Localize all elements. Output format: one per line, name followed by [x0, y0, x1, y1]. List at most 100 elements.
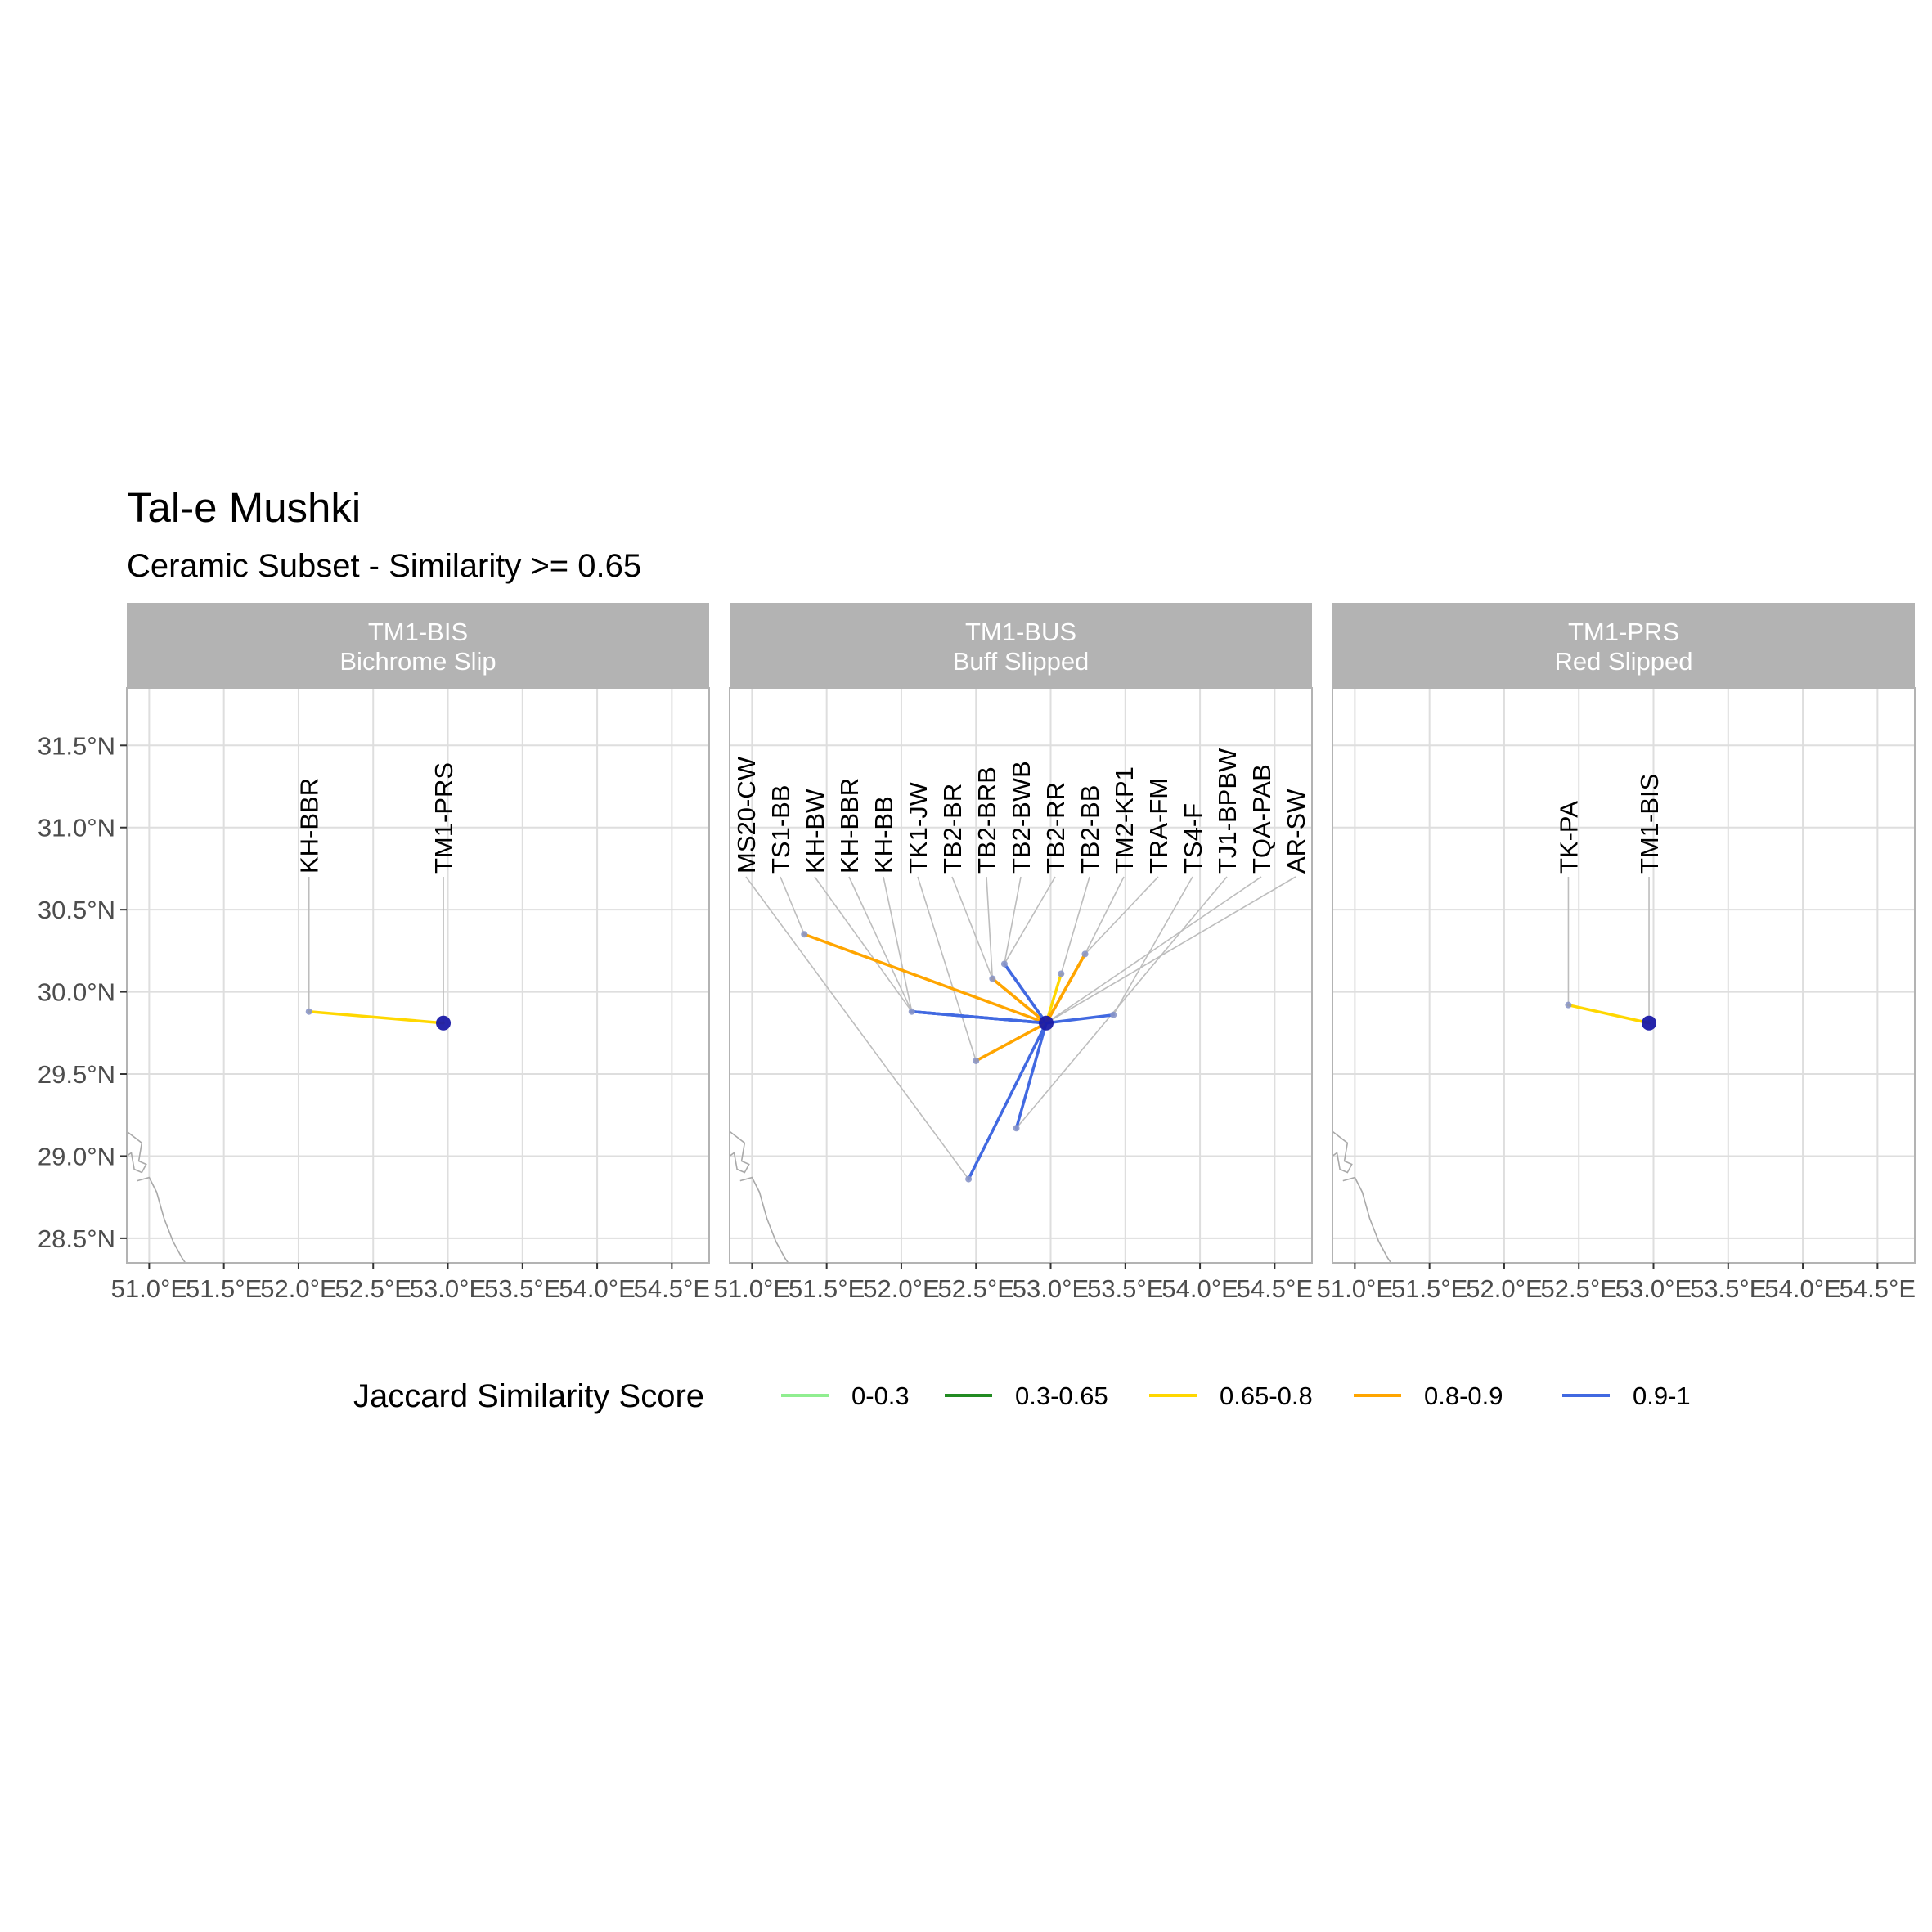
x-tick-label: 52.5°E — [335, 1274, 411, 1303]
leader-line — [745, 876, 969, 1180]
leader-line — [883, 876, 913, 1012]
leader-line — [951, 876, 994, 979]
linked-site-point — [965, 1175, 973, 1183]
leader-line — [1045, 876, 1262, 1024]
coastline — [730, 1130, 750, 1174]
x-axis: 51.0°E51.5°E52.0°E52.5°E53.0°E53.5°E54.0… — [111, 1263, 710, 1303]
gridlines — [1332, 688, 1915, 1263]
facet-strip-name: Red Slipped — [1555, 647, 1693, 676]
similarity-link — [307, 1009, 445, 1025]
coastline — [137, 1176, 186, 1263]
x-tick-label: 53.0°E — [1013, 1274, 1089, 1303]
leader-line — [1112, 876, 1193, 1016]
similarity-links — [1566, 1003, 1651, 1025]
plot-title: Tal-e Mushki — [127, 484, 361, 531]
site-label: KH-BBR — [835, 778, 864, 874]
panel-border — [1332, 687, 1916, 1264]
site-label: TQA-PAB — [1247, 764, 1276, 874]
site-labels: MS20-CW TS1-BB KH-BW KH-BBR KH-BB TK1-JW TB2-B… — [732, 748, 1310, 874]
x-tick-label: 53.0°E — [410, 1274, 486, 1303]
x-tick-label: 52.5°E — [938, 1274, 1014, 1303]
site-label: TM2-KP1 — [1110, 766, 1139, 874]
leader-line — [848, 876, 913, 1013]
facet-strip-code: TM1-BIS — [368, 618, 468, 646]
site-labels: TK-PA TM1-BIS — [1554, 774, 1664, 874]
x-tick-label: 53.5°E — [1087, 1274, 1163, 1303]
facet-strip — [1332, 603, 1915, 688]
x-tick-label: 51.0°E — [1317, 1274, 1393, 1303]
similarity-link — [991, 977, 1048, 1025]
legend-label: 0-0.3 — [851, 1382, 910, 1410]
leader-line — [917, 876, 977, 1062]
x-axis: 51.0°E51.5°E52.0°E52.5°E53.0°E53.5°E54.0… — [1317, 1263, 1916, 1303]
y-tick-label: 30.0°N — [38, 978, 115, 1007]
coastline — [127, 1130, 147, 1174]
site-points — [305, 1008, 452, 1031]
similarity-link — [802, 932, 1048, 1025]
leader-line — [986, 876, 994, 979]
y-tick-label: 28.5°N — [38, 1224, 115, 1253]
facet-strip — [127, 603, 709, 688]
legend: Jaccard Similarity Score 0-0.3 0.3-0.65 0.… — [353, 1378, 1691, 1414]
site-label: TK1-JW — [904, 781, 932, 874]
site-label: KH-BW — [801, 789, 829, 874]
site-label: TB2-BWB — [1007, 761, 1036, 874]
x-tick-label: 54.5°E — [1237, 1274, 1313, 1303]
x-tick-label: 52.0°E — [863, 1274, 939, 1303]
linked-site-point — [908, 1008, 915, 1015]
y-axis: 28.5°N 29.0°N 29.5°N 30.0°N 30.5°N 31.0°N 31.5… — [38, 731, 127, 1253]
site-label: TRA-FM — [1144, 778, 1173, 874]
leader-line — [1045, 876, 1296, 1024]
focal-site-point — [436, 1015, 452, 1031]
site-points — [1565, 1001, 1657, 1031]
focal-site-point — [1039, 1015, 1054, 1031]
coastline — [739, 1176, 789, 1263]
site-label: AR-SW — [1282, 789, 1310, 874]
x-tick-label: 53.5°E — [1690, 1274, 1766, 1303]
x-tick-label: 51.5°E — [1391, 1274, 1467, 1303]
similarity-link — [910, 1009, 1048, 1025]
coastline — [1342, 1176, 1392, 1263]
similarity-links — [802, 932, 1115, 1181]
coastline — [1332, 1130, 1353, 1174]
similarity-link — [1014, 1021, 1048, 1130]
site-label: TB2-BRB — [973, 766, 1001, 874]
similarity-link — [974, 1021, 1048, 1063]
x-tick-label: 54.5°E — [1840, 1274, 1916, 1303]
linked-site-point — [1000, 960, 1008, 968]
site-label: MS20-CW — [732, 756, 761, 874]
leader-lines — [308, 877, 444, 1023]
linked-site-point — [1058, 970, 1065, 977]
x-tick-label: 52.0°E — [260, 1274, 336, 1303]
y-tick-label: 31.5°N — [38, 731, 115, 760]
x-axis: 51.0°E51.5°E52.0°E52.5°E53.0°E53.5°E54.0… — [714, 1263, 1313, 1303]
x-tick-label: 51.5°E — [186, 1274, 262, 1303]
x-tick-label: 52.0°E — [1466, 1274, 1542, 1303]
facet-strip-name: Buff Slipped — [953, 647, 1090, 676]
site-label: TS1-BB — [766, 784, 795, 874]
y-tick-label: 30.5°N — [38, 896, 115, 924]
x-tick-label: 52.5°E — [1541, 1274, 1617, 1303]
linked-site-point — [973, 1057, 980, 1064]
linked-site-point — [1110, 1011, 1117, 1018]
legend-label: 0.3-0.65 — [1015, 1382, 1108, 1410]
leader-line — [814, 876, 913, 1013]
y-tick-label: 31.0°N — [38, 814, 115, 842]
similarity-link — [1045, 972, 1063, 1025]
similarity-links — [307, 1009, 445, 1025]
facet-strip-code: TM1-PRS — [1568, 618, 1679, 646]
leader-line — [1084, 876, 1159, 955]
legend-title: Jaccard Similarity Score — [353, 1378, 704, 1414]
x-tick-label: 51.0°E — [714, 1274, 790, 1303]
focal-site-point — [1642, 1015, 1657, 1031]
site-points — [801, 931, 1117, 1183]
x-tick-label: 54.0°E — [559, 1274, 635, 1303]
similarity-link — [967, 1021, 1048, 1181]
x-tick-label: 54.0°E — [1161, 1274, 1238, 1303]
linked-site-point — [1081, 950, 1089, 958]
site-label: TB2-BR — [938, 784, 967, 874]
site-label: TS4-F — [1179, 803, 1207, 874]
